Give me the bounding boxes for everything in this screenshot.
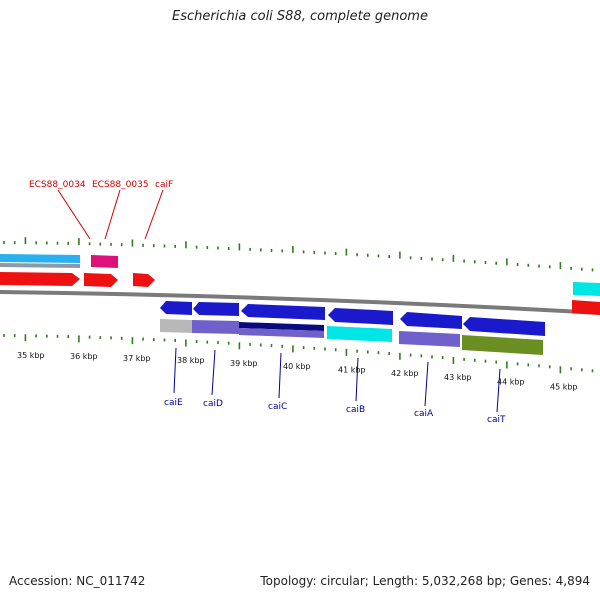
tick-labels: 35 kbp 36 kbp 37 kbp 38 kbp 39 kbp 40 kbp 41 k… — [17, 351, 578, 391]
gene-arrow-caiE[interactable] — [160, 301, 192, 315]
inner-tick-ruler — [3, 334, 594, 374]
forward-strand-features — [0, 254, 600, 315]
gene-feature-grey-bottom[interactable] — [160, 319, 192, 333]
gene-label-caiD[interactable]: caiD — [203, 399, 223, 409]
map-title: Escherichia coli S88, complete genome — [172, 9, 428, 24]
chromosome-backbone — [0, 290, 600, 315]
gene-feature-grey[interactable] — [0, 263, 80, 268]
leader-line-ecs88-0034 — [57, 189, 91, 240]
gene-arrow-caiA[interactable] — [400, 312, 462, 329]
gene-label-caiE[interactable]: caiE — [164, 398, 183, 408]
reverse-strand-features — [160, 301, 545, 355]
tick-label: 39 kbp — [230, 359, 258, 368]
leader-line-caiE — [173, 347, 177, 394]
gene-feature-lightblue[interactable] — [0, 254, 80, 263]
tick-label: 37 kbp — [123, 354, 151, 363]
leader-line-caiA — [424, 361, 429, 407]
genome-summary-text: Topology: circular; Length: 5,032,268 bp… — [260, 574, 590, 588]
gene-feature-cyan-right[interactable] — [573, 282, 600, 296]
tick-label: 43 kbp — [444, 373, 472, 382]
gene-feature-purple-3[interactable] — [399, 331, 460, 347]
leader-line-caiC — [278, 352, 282, 399]
accession-text: Accession: NC_011742 — [9, 574, 146, 588]
leader-line-caiB — [355, 357, 359, 402]
gene-label-caiB[interactable]: caiB — [346, 405, 365, 415]
gene-label-caiT[interactable]: caiT — [487, 415, 506, 425]
gene-feature-pink[interactable] — [91, 255, 118, 268]
gene-feature-red-right[interactable] — [572, 300, 600, 315]
gene-feature-olive[interactable] — [462, 335, 543, 355]
tick-label: 41 kbp — [338, 365, 366, 374]
gene-feature-cyan[interactable] — [327, 326, 392, 342]
gene-arrow-red-2[interactable] — [84, 273, 118, 287]
tick-label: 45 kbp — [550, 382, 578, 391]
gene-arrow-caiB[interactable] — [328, 308, 393, 325]
tick-label: 36 kbp — [70, 352, 98, 361]
leader-line-caiT — [496, 368, 501, 413]
gene-feature-purple-2[interactable] — [239, 328, 324, 338]
tick-label: 35 kbp — [17, 351, 45, 360]
gene-arrow-red-1[interactable] — [0, 272, 80, 286]
gene-arrow-caiD[interactable] — [193, 302, 239, 316]
tick-label: 44 kbp — [497, 378, 525, 387]
leader-line-ecs88-0035 — [104, 189, 121, 240]
tick-label: 42 kbp — [391, 369, 419, 378]
leader-line-caiD — [211, 349, 216, 396]
gene-arrow-caiT[interactable] — [463, 317, 545, 336]
tick-label: 38 kbp — [177, 356, 205, 365]
gene-arrow-red-3[interactable] — [133, 273, 155, 287]
leader-line-caiF — [144, 189, 164, 240]
top-gene-labels: ECS88_0034 ECS88_0035 caiF — [29, 180, 173, 240]
gene-arrow-caiC[interactable] — [241, 304, 325, 320]
tick-label: 40 kbp — [283, 362, 311, 371]
gene-label-ECS88-0034[interactable]: ECS88_0034 — [29, 180, 86, 190]
gene-label-caiA[interactable]: caiA — [414, 409, 434, 419]
gene-label-caiF[interactable]: caiF — [155, 180, 173, 190]
gene-label-ECS88-0035[interactable]: ECS88_0035 — [92, 180, 149, 190]
outer-tick-ruler — [3, 237, 594, 272]
bottom-gene-labels: caiE caiD caiC caiB caiA caiT — [164, 347, 506, 425]
gene-label-caiC[interactable]: caiC — [268, 402, 287, 412]
gene-feature-purple-1[interactable] — [192, 320, 239, 334]
